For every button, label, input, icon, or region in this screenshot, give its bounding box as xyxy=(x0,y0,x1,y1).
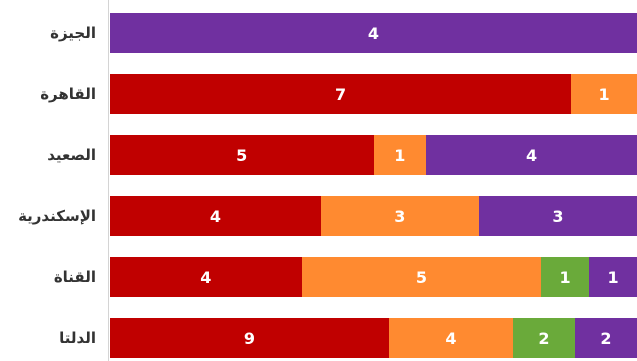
bar-value-label: 4 xyxy=(367,23,380,43)
bar-segment: 4 xyxy=(426,135,637,175)
bar-segment: 5 xyxy=(110,135,374,175)
bar-value-label: 5 xyxy=(415,267,427,287)
category-label: الإسكندرية xyxy=(18,207,96,225)
bar-value-label: 1 xyxy=(394,145,406,165)
bar-value-label: 7 xyxy=(334,84,347,104)
category-axis-line xyxy=(108,0,109,361)
bar-value-label: 1 xyxy=(607,267,619,287)
bar-value-label: 9 xyxy=(243,328,256,348)
bar-segment: 7 xyxy=(110,74,572,114)
category-label: القاهرة xyxy=(40,85,96,103)
bar-segment: 4 xyxy=(110,196,321,236)
bar-value-label: 4 xyxy=(209,206,221,226)
category-label: القناة xyxy=(53,268,96,286)
bar-value-label: 2 xyxy=(600,328,612,348)
category-label: الجيزة xyxy=(50,24,96,42)
bar-segment: 2 xyxy=(575,318,637,358)
bar-segment: 3 xyxy=(478,196,637,236)
bar-value-label: 1 xyxy=(598,84,610,104)
bar-segment: 3 xyxy=(320,196,479,236)
bar-segment: 1 xyxy=(571,74,637,114)
bar-value-label: 5 xyxy=(236,145,248,165)
bar-segment: 1 xyxy=(541,257,590,297)
category-label: الصعيد xyxy=(47,146,96,164)
bar-segment: 5 xyxy=(301,257,542,297)
bar-value-label: 2 xyxy=(538,328,550,348)
bar-value-label: 4 xyxy=(526,145,538,165)
bar-segment: 1 xyxy=(589,257,637,297)
bar-segment: 2 xyxy=(513,318,575,358)
bar-value-label: 4 xyxy=(445,328,457,348)
bar-segment: 1 xyxy=(373,135,427,175)
bar-value-label: 3 xyxy=(394,206,406,226)
bar-segment: 4 xyxy=(389,318,513,358)
bar-segment: 4 xyxy=(110,257,302,297)
bar-value-label: 4 xyxy=(200,267,212,287)
bar-value-label: 1 xyxy=(559,267,571,287)
bar-segment: 9 xyxy=(110,318,389,358)
bar-segment: 4 xyxy=(110,13,637,53)
bar-value-label: 3 xyxy=(552,206,564,226)
category-label: الدلتا xyxy=(59,329,96,347)
